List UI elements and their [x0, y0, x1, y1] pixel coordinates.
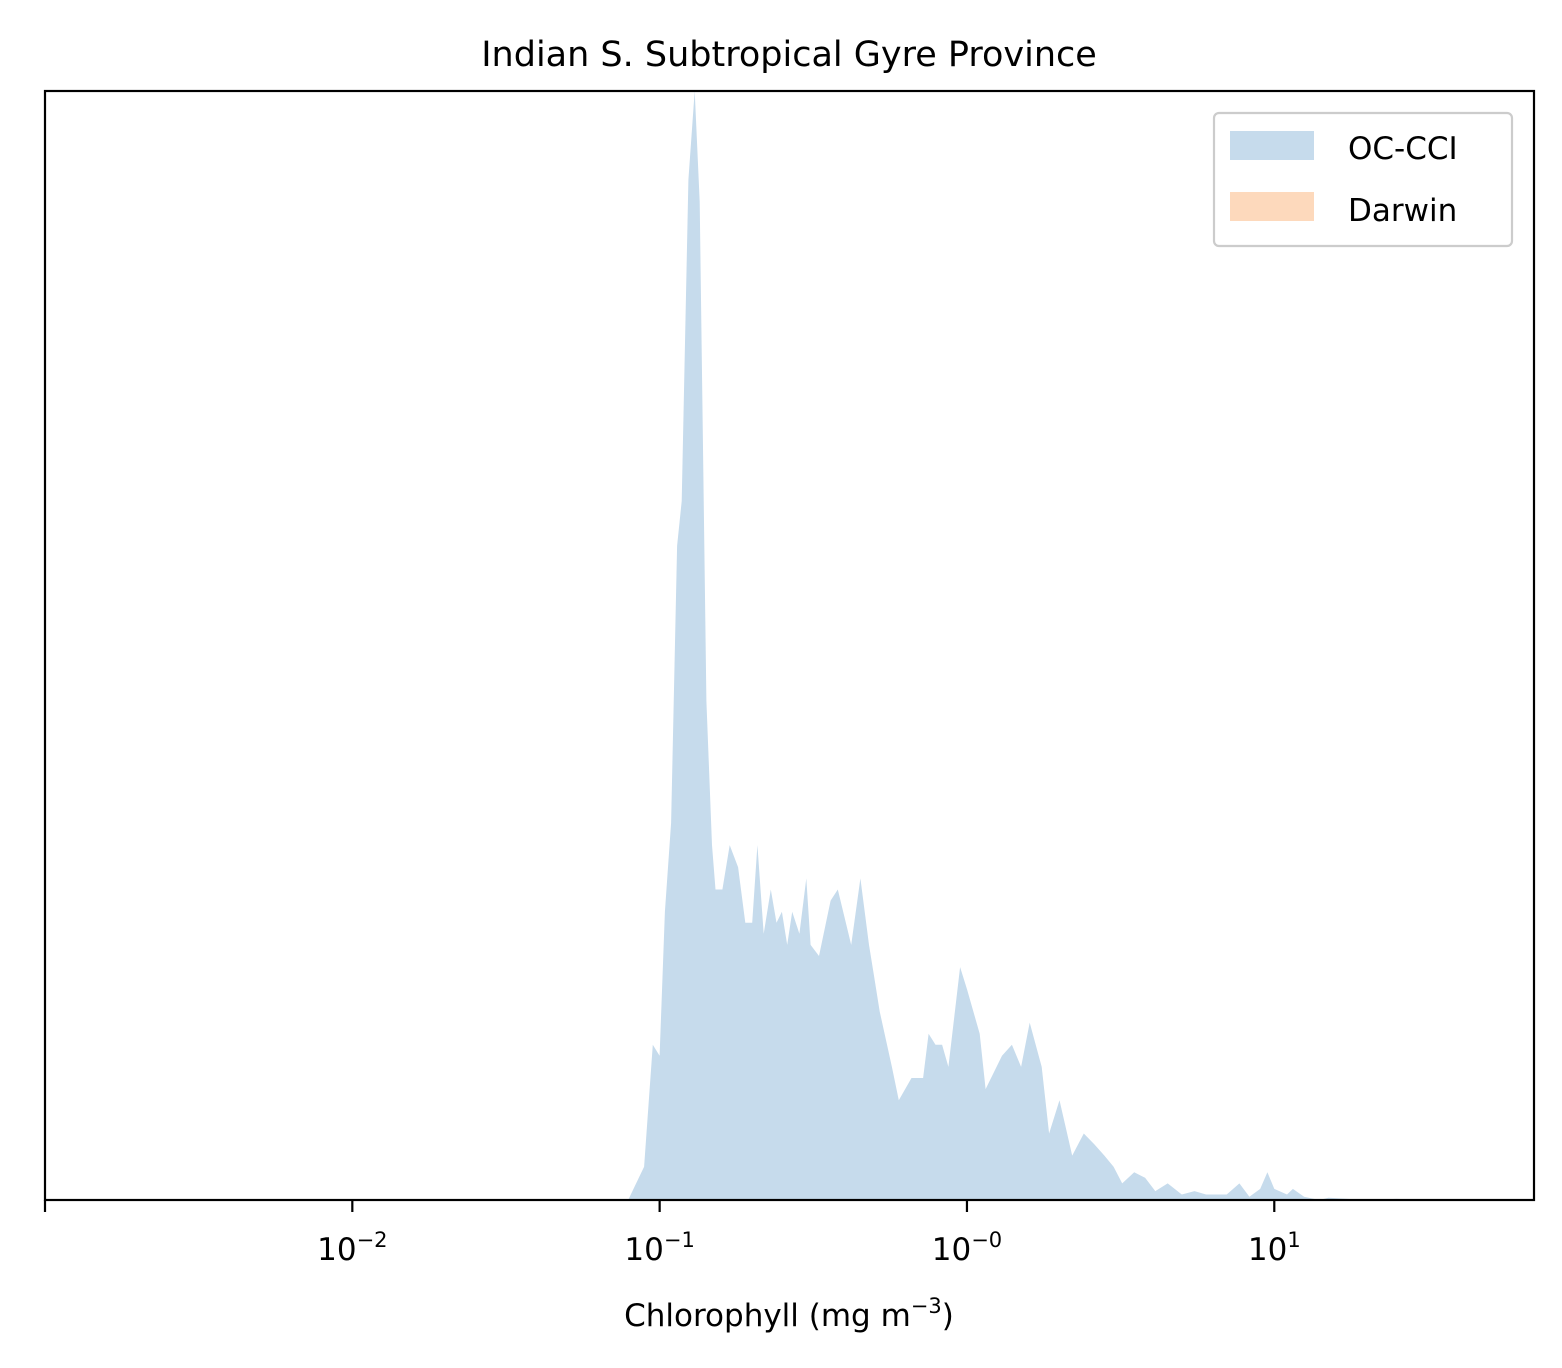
- plot-area: [628, 91, 1453, 1200]
- legend-label-oc-cci: OC-CCI: [1348, 131, 1458, 167]
- x-tick-label-exponent: −0: [971, 1228, 1002, 1252]
- x-tick-label: 10−1: [624, 1228, 694, 1268]
- x-tick-label-exponent: −2: [357, 1228, 388, 1252]
- x-axis-ticks: 10−2 10−1 10−0 101: [43, 1200, 1301, 1268]
- axes-frame: [43, 89, 1536, 1202]
- x-tick-label-base: 10: [624, 1232, 663, 1268]
- x-tick-label-base: 10: [1248, 1232, 1287, 1268]
- legend: OC-CCI Darwin: [1212, 111, 1514, 248]
- x-axis-label-main: Chlorophyll (mg m: [624, 1298, 911, 1334]
- x-axis-label: Chlorophyll (mg m−3): [624, 1294, 954, 1334]
- x-tick-label: 101: [1248, 1228, 1301, 1268]
- legend-label-darwin: Darwin: [1348, 193, 1457, 229]
- x-tick-label-base: 10: [932, 1232, 971, 1268]
- chart-title: Indian S. Subtropical Gyre Province: [481, 35, 1097, 75]
- area-series-oc-cci: [628, 91, 1453, 1200]
- x-tick-label-exponent: −1: [664, 1228, 695, 1252]
- x-tick-label-exponent: 1: [1287, 1228, 1300, 1252]
- x-tick-label: 10−0: [932, 1228, 1002, 1268]
- x-tick-label: 10−2: [317, 1228, 387, 1268]
- x-axis-label-superscript: −3: [911, 1294, 942, 1318]
- legend-swatch-darwin: [1230, 192, 1314, 221]
- x-axis-label-close: ): [942, 1298, 954, 1334]
- x-tick-label-base: 10: [317, 1232, 356, 1268]
- legend-swatch-oc-cci: [1230, 131, 1314, 160]
